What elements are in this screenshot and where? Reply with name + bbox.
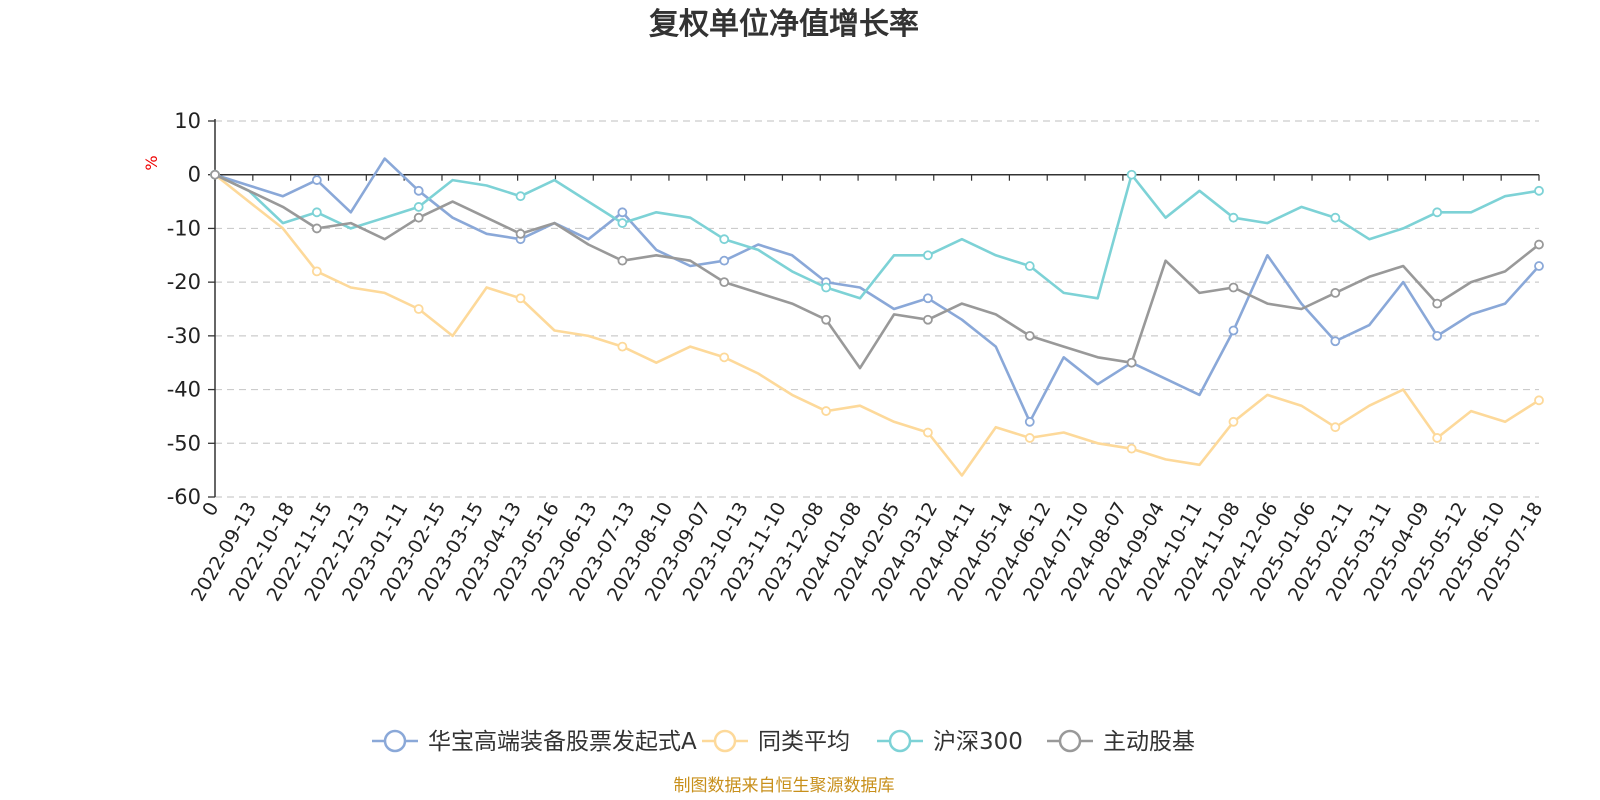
data-point	[515, 228, 526, 239]
data-point	[1126, 357, 1137, 368]
data-point	[413, 212, 424, 223]
data-point	[1330, 212, 1341, 223]
y-tick-label: -30	[167, 324, 201, 348]
legend-item[interactable]: 华宝高端装备股票发起式A	[372, 729, 697, 755]
data-point	[413, 185, 424, 196]
y-tick-label: -60	[167, 485, 201, 509]
data-point	[923, 250, 933, 261]
legend-item[interactable]: 同类平均	[702, 729, 850, 755]
axes	[208, 119, 1540, 498]
grid-lines	[215, 120, 1539, 498]
legend-label: 主动股基	[1103, 729, 1195, 755]
series-line	[214, 157, 1540, 424]
data-point	[821, 314, 831, 325]
data-point	[210, 169, 220, 180]
data-point	[821, 406, 831, 416]
data-point	[923, 293, 933, 304]
legend-marker-circle	[888, 729, 912, 753]
data-point	[1534, 239, 1544, 250]
series-line	[214, 173, 1540, 300]
data-point	[1126, 169, 1137, 180]
data-point	[1432, 298, 1443, 309]
data-point	[1534, 185, 1544, 196]
data-point	[1228, 416, 1239, 427]
data-point	[1126, 443, 1137, 454]
y-tick-label: -20	[167, 270, 201, 294]
series-group	[210, 169, 1544, 300]
data-point	[1330, 287, 1341, 298]
data-point	[1330, 422, 1341, 433]
y-tick-label: -40	[167, 378, 201, 402]
data-point	[1534, 261, 1544, 271]
data-point	[923, 427, 933, 438]
source-note: 制图数据来自恒生聚源数据库	[674, 776, 895, 796]
y-axis-unit: %	[142, 155, 161, 170]
data-point	[719, 255, 730, 266]
data-point	[923, 314, 933, 325]
legend-label: 同类平均	[758, 729, 850, 755]
x-tick-label: 0	[198, 499, 223, 520]
legend-label: 沪深300	[933, 729, 1023, 755]
chart-title: 复权单位净值增长率	[649, 7, 919, 42]
data-point	[617, 341, 628, 352]
data-point	[617, 255, 628, 266]
data-point	[413, 304, 424, 314]
legend-marker-circle	[713, 729, 737, 753]
legend: 华宝高端装备股票发起式A 同类平均 沪深300 主动股基	[372, 729, 1195, 755]
data-point	[311, 266, 322, 277]
x-tick-labels: 02022-09-132022-10-182022-11-152022-12-1…	[187, 498, 1547, 605]
legend-label: 华宝高端装备股票发起式A	[428, 729, 697, 755]
data-point	[1228, 282, 1239, 293]
series-group	[210, 169, 1544, 370]
legend-item[interactable]: 主动股基	[1047, 729, 1195, 755]
series-line	[214, 173, 1540, 370]
data-point	[1024, 433, 1035, 443]
data-point	[1024, 416, 1035, 427]
data-point	[617, 207, 628, 218]
legend-item[interactable]: 沪深300	[877, 729, 1023, 755]
data-point	[1432, 207, 1443, 218]
legend-marker-circle	[383, 729, 407, 753]
data-point	[1228, 212, 1239, 223]
y-tick-label: 0	[188, 163, 201, 187]
data-point	[515, 191, 526, 202]
data-point	[821, 282, 831, 293]
data-point	[617, 218, 628, 228]
series-group	[210, 169, 1544, 477]
data-point	[1432, 330, 1443, 341]
legend-marker-circle	[1058, 729, 1082, 753]
data-point	[1024, 261, 1035, 271]
data-point	[413, 202, 424, 212]
data-point	[515, 293, 526, 304]
data-point	[311, 175, 322, 185]
y-tick-label: 10	[174, 109, 201, 133]
data-point	[1024, 330, 1035, 341]
y-tick-label: -50	[167, 431, 201, 455]
data-point	[719, 352, 730, 363]
series-line	[214, 173, 1540, 477]
series-group	[210, 157, 1544, 427]
data-point	[1432, 433, 1443, 443]
series-lines	[210, 157, 1544, 477]
data-point	[1228, 325, 1239, 336]
data-point	[719, 234, 730, 245]
y-tick-label: -10	[167, 216, 201, 240]
data-point	[1330, 336, 1341, 347]
data-point	[1534, 395, 1544, 406]
data-point	[719, 277, 730, 288]
y-tick-labels: 10 0 -10 -20 -30 -40 -50 -60	[167, 109, 201, 509]
data-point	[311, 207, 322, 218]
data-point	[311, 223, 322, 234]
